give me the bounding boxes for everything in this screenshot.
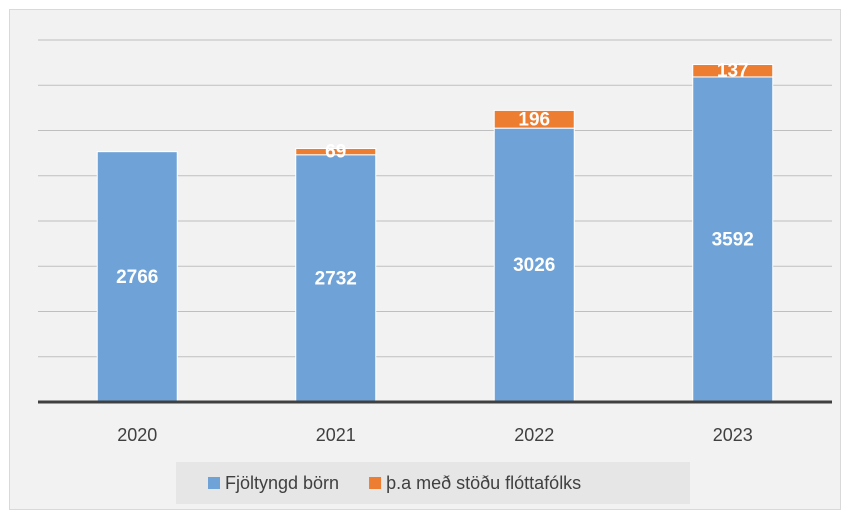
legend	[176, 462, 690, 504]
bar-segment	[295, 148, 377, 156]
legend-swatch	[369, 477, 382, 489]
data-label: 3026	[513, 255, 555, 276]
bar-segment	[692, 64, 774, 78]
data-label: 2766	[116, 267, 158, 288]
x-tick-label: 2023	[713, 425, 753, 445]
data-label: 3592	[712, 229, 754, 250]
data-label: 137	[717, 61, 749, 82]
data-label: 2732	[315, 268, 357, 289]
data-label: 69	[325, 142, 346, 163]
bar-segment	[692, 76, 774, 403]
x-tick-label: 2020	[117, 425, 157, 445]
data-label: 196	[518, 109, 550, 130]
legend-label: Fjöltyngd börn	[225, 473, 339, 493]
plot: 2766 2020 2732 69 2021 3026 196 2022 3592 137 2023	[38, 39, 832, 445]
x-tick-label: 2021	[316, 425, 356, 445]
bar-segment	[493, 109, 575, 129]
legend-label: þ.a með stöðu flóttafólks	[386, 473, 581, 493]
x-tick-label: 2022	[514, 425, 554, 445]
bar-segment	[295, 154, 377, 403]
legend-swatch	[208, 477, 220, 489]
bar-segment	[493, 127, 575, 403]
legend-items: Fjöltyngd börn þ.a með stöðu flóttafólks	[208, 473, 581, 493]
